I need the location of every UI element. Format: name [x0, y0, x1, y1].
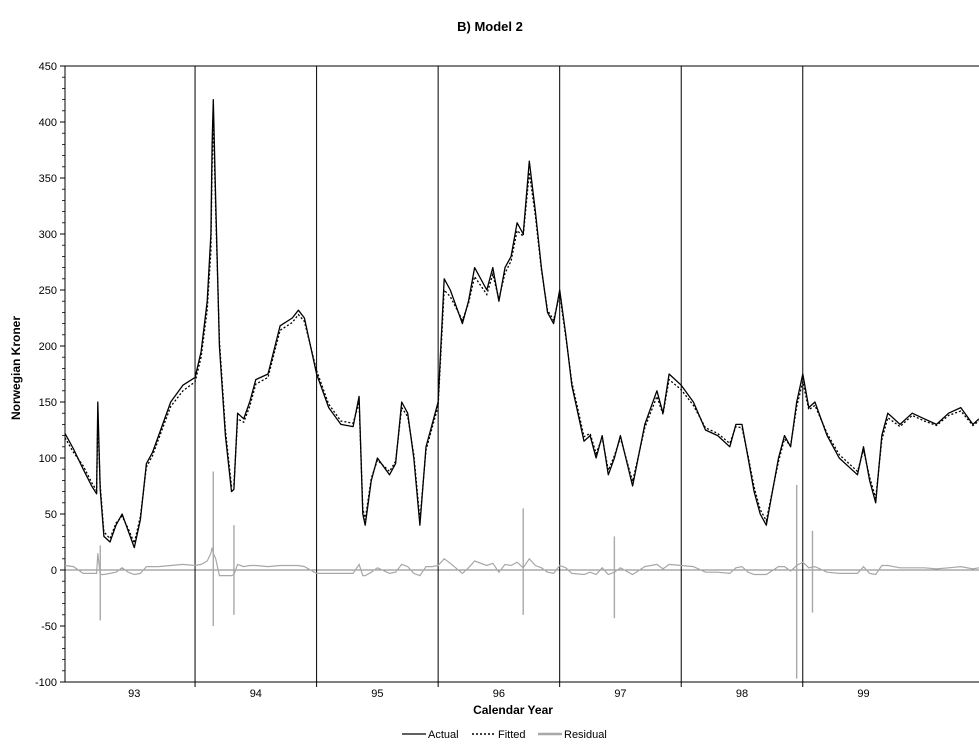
series-layer — [64, 98, 979, 549]
y-axis-ticks: 450 400 350 300 250 200 150 100 50 0 -50 -100 — [35, 61, 65, 689]
x-axis-ticks: 93 94 95 96 97 98 99 — [128, 682, 870, 700]
fitted-line — [64, 116, 979, 546]
legend: Actual Fitted Residual — [402, 729, 607, 741]
chart-title: B) Model 2 — [457, 19, 523, 34]
y-tick-label: -100 — [35, 677, 57, 689]
residual-line — [64, 547, 979, 577]
x-tick-label: 93 — [128, 688, 140, 700]
x-tick-label: 95 — [371, 688, 383, 700]
y-tick-label: 100 — [39, 453, 57, 465]
y-axis-label: Norwegian Kroner — [9, 316, 23, 420]
y-tick-label: 250 — [39, 285, 57, 297]
actual-line — [64, 98, 979, 549]
y-tick-label: 0 — [51, 565, 57, 577]
legend-label-fitted: Fitted — [498, 729, 526, 741]
x-tick-label: 94 — [250, 688, 262, 700]
y-tick-label: 200 — [39, 341, 57, 353]
x-tick-label: 98 — [736, 688, 748, 700]
x-axis-label: Calendar Year — [473, 703, 553, 717]
legend-label-residual: Residual — [564, 729, 607, 741]
x-tick-label: 97 — [614, 688, 626, 700]
year-separators — [194, 66, 804, 682]
residual-layer — [64, 471, 979, 679]
x-tick-label: 96 — [493, 688, 505, 700]
y-tick-label: -50 — [41, 621, 57, 633]
y-tick-label: 400 — [39, 117, 57, 129]
x-tick-label: 99 — [857, 688, 869, 700]
y-tick-label: 150 — [39, 397, 57, 409]
y-tick-label: 450 — [39, 61, 57, 73]
legend-label-actual: Actual — [428, 729, 459, 741]
y-tick-label: 350 — [39, 173, 57, 185]
y-tick-label: 50 — [45, 509, 57, 521]
y-tick-label: 300 — [39, 229, 57, 241]
plot-frame — [64, 65, 979, 683]
